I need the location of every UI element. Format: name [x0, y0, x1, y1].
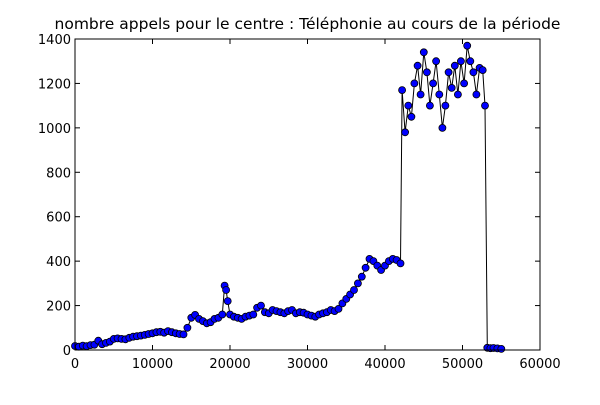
- x-tick-label: 10000: [132, 357, 173, 372]
- x-tick-label: 20000: [209, 357, 250, 372]
- data-point: [350, 286, 358, 294]
- data-point: [407, 112, 416, 121]
- data-point: [429, 79, 438, 88]
- y-tick-label: 1400: [38, 33, 71, 48]
- y-tick-label: 1200: [38, 77, 71, 92]
- data-point: [469, 68, 478, 77]
- data-point: [357, 272, 366, 281]
- data-point: [183, 323, 192, 332]
- data-point: [410, 79, 419, 88]
- y-tick-label: 1000: [38, 122, 71, 137]
- data-point: [463, 41, 472, 50]
- data-point: [447, 84, 456, 92]
- data-point: [432, 57, 441, 66]
- x-tick-label: 30000: [287, 357, 328, 372]
- data-point: [425, 101, 434, 110]
- data-point: [441, 101, 450, 110]
- data-point: [456, 57, 465, 66]
- data-point: [453, 90, 462, 99]
- data-point: [481, 101, 489, 110]
- data-point: [223, 297, 232, 306]
- y-tick-label: 400: [46, 255, 71, 270]
- data-point: [396, 259, 405, 268]
- data-point: [179, 330, 188, 339]
- data-point: [353, 279, 362, 288]
- data-point: [398, 86, 407, 94]
- data-point: [422, 68, 431, 77]
- x-tick-label: 50000: [442, 357, 483, 372]
- data-point: [497, 344, 506, 353]
- data-point: [249, 310, 258, 319]
- x-tick-label: 60000: [519, 357, 560, 372]
- y-tick-label: 0: [63, 344, 71, 359]
- data-point: [416, 90, 425, 99]
- x-axis: 0 10000 20000 30000 40000 50000 60000: [71, 39, 561, 372]
- x-tick-label: 0: [71, 357, 79, 372]
- data-point: [444, 68, 453, 77]
- data-point: [257, 301, 265, 310]
- y-tick-label: 600: [46, 211, 71, 226]
- data-point: [334, 304, 343, 313]
- data-point: [472, 90, 481, 99]
- plot-frame: [74, 38, 541, 351]
- series-points: [71, 41, 506, 353]
- data-point: [404, 101, 413, 110]
- data-point: [460, 79, 469, 88]
- data-point: [435, 90, 444, 99]
- y-tick-label: 800: [46, 166, 71, 181]
- data-point: [218, 310, 227, 319]
- chart-title: nombre appels pour le centre : Téléphoni…: [54, 15, 561, 33]
- data-point: [413, 61, 422, 70]
- data-point: [401, 128, 410, 137]
- data-point: [466, 57, 475, 66]
- x-tick-label: 40000: [364, 357, 405, 372]
- data-point: [438, 124, 447, 132]
- data-point: [450, 61, 459, 70]
- y-axis: 0 200 400 600 800 1000 1200 1400: [38, 33, 540, 359]
- data-point: [419, 48, 428, 57]
- data-point: [222, 286, 231, 294]
- data-point: [361, 263, 370, 272]
- data-point: [478, 66, 487, 74]
- y-tick-label: 200: [46, 300, 71, 315]
